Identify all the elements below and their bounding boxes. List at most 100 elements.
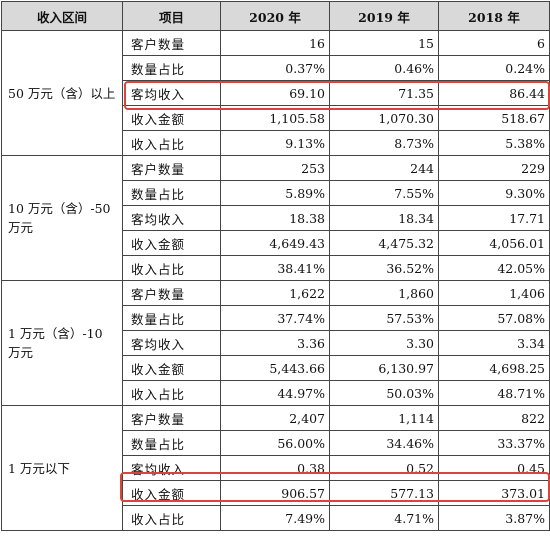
value-2018-cell: 373.01 bbox=[438, 480, 550, 506]
value-2018-cell: 42.05% bbox=[438, 255, 550, 281]
value-2018-cell: 48.71% bbox=[438, 380, 550, 406]
value-2019-cell: 3.30 bbox=[329, 330, 439, 356]
item-cell: 客户数量 bbox=[122, 30, 221, 56]
revenue-range-table: 收入区间 项目 2020 年 2019 年 2018 年 50 万元（含）以上客… bbox=[1, 1, 550, 531]
value-2020-cell: 253 bbox=[220, 155, 330, 181]
value-2019-cell: 1,114 bbox=[329, 405, 439, 431]
range-cell: 1 万元（含）-10 万元 bbox=[1, 280, 123, 406]
table-row: 客均收入 69.10 71.35 86.44 bbox=[2, 80, 550, 106]
value-2018-cell: 229 bbox=[438, 155, 550, 181]
value-2019-cell: 8.73% bbox=[329, 130, 439, 156]
item-cell: 收入占比 bbox=[122, 130, 221, 156]
value-2019-cell: 36.52% bbox=[329, 255, 439, 281]
item-cell: 客户数量 bbox=[122, 280, 221, 306]
value-2019-cell: 4,475.32 bbox=[329, 230, 439, 256]
value-2018-cell: 0.24% bbox=[438, 55, 550, 81]
table-row: 客均收入 18.38 18.34 17.71 bbox=[2, 205, 550, 231]
value-2020-cell: 38.41% bbox=[220, 255, 330, 281]
item-cell: 数量占比 bbox=[122, 305, 221, 331]
table-row: 收入占比 38.41% 36.52% 42.05% bbox=[2, 255, 550, 281]
value-2018-cell: 518.67 bbox=[438, 105, 550, 131]
item-cell: 客均收入 bbox=[122, 205, 221, 231]
item-cell: 客均收入 bbox=[122, 80, 221, 106]
table-row: 收入占比 7.49% 4.71% 3.87% bbox=[2, 505, 550, 531]
value-2020-cell: 16 bbox=[220, 30, 330, 56]
value-2018-cell: 4,698.25 bbox=[438, 355, 550, 381]
value-2019-cell: 1,860 bbox=[329, 280, 439, 306]
table-row: 收入占比 9.13% 8.73% 5.38% bbox=[2, 130, 550, 156]
item-cell: 数量占比 bbox=[122, 55, 221, 81]
value-2020-cell: 1,622 bbox=[220, 280, 330, 306]
value-2020-cell: 2,407 bbox=[220, 405, 330, 431]
item-cell: 客户数量 bbox=[122, 405, 221, 431]
value-2020-cell: 44.97% bbox=[220, 380, 330, 406]
value-2020-cell: 9.13% bbox=[220, 130, 330, 156]
item-cell: 收入占比 bbox=[122, 255, 221, 281]
table-row: 客均收入 0.38 0.52 0.45 bbox=[2, 455, 550, 481]
value-2020-cell: 906.57 bbox=[220, 480, 330, 506]
table-row: 1 万元（含）-10 万元 客户数量 1,622 1,860 1,406 bbox=[1, 280, 550, 406]
range-cell: 1 万元以下 bbox=[1, 405, 123, 531]
value-2019-cell: 6,130.97 bbox=[329, 355, 439, 381]
value-2020-cell: 0.38 bbox=[220, 455, 330, 481]
value-2019-cell: 15 bbox=[329, 30, 439, 56]
item-cell: 收入占比 bbox=[122, 380, 221, 406]
value-2020-cell: 5.89% bbox=[220, 180, 330, 206]
table-row: 10 万元（含）-50 万元 客户数量 253 244 229 bbox=[1, 155, 550, 281]
table-row: 收入占比 44.97% 50.03% 48.71% bbox=[2, 380, 550, 406]
item-cell: 客户数量 bbox=[122, 155, 221, 181]
value-2019-cell: 244 bbox=[329, 155, 439, 181]
value-2018-cell: 5.38% bbox=[438, 130, 550, 156]
range-cell: 10 万元（含）-50 万元 bbox=[1, 155, 123, 281]
value-2020-cell: 3.36 bbox=[220, 330, 330, 356]
value-2018-cell: 4,056.01 bbox=[438, 230, 550, 256]
value-2020-cell: 56.00% bbox=[220, 430, 330, 456]
value-2020-cell: 69.10 bbox=[220, 80, 330, 106]
value-2019-cell: 71.35 bbox=[329, 80, 439, 106]
table-row: 收入金额 4,649.43 4,475.32 4,056.01 bbox=[2, 230, 550, 256]
range-cell: 50 万元（含）以上 bbox=[1, 30, 123, 156]
item-cell: 收入占比 bbox=[122, 505, 221, 531]
table-row: 50 万元（含）以上 客户数量 16 15 6 bbox=[1, 30, 550, 156]
value-2019-cell: 34.46% bbox=[329, 430, 439, 456]
value-2019-cell: 0.52 bbox=[329, 455, 439, 481]
table-row: 收入金额 5,443.66 6,130.97 4,698.25 bbox=[2, 355, 550, 381]
value-2019-cell: 7.55% bbox=[329, 180, 439, 206]
item-cell: 收入金额 bbox=[122, 480, 221, 506]
value-2018-cell: 3.87% bbox=[438, 505, 550, 531]
item-cell: 收入金额 bbox=[122, 355, 221, 381]
item-cell: 客均收入 bbox=[122, 330, 221, 356]
value-2020-cell: 1,105.58 bbox=[220, 105, 330, 131]
value-2019-cell: 4.71% bbox=[329, 505, 439, 531]
item-cell: 客均收入 bbox=[122, 455, 221, 481]
value-2018-cell: 1,406 bbox=[438, 280, 550, 306]
value-2018-cell: 0.45 bbox=[438, 455, 550, 481]
item-cell: 收入金额 bbox=[122, 105, 221, 131]
table-row: 数量占比 0.37% 0.46% 0.24% bbox=[2, 55, 550, 81]
value-2019-cell: 1,070.30 bbox=[329, 105, 439, 131]
value-2018-cell: 57.08% bbox=[438, 305, 550, 331]
header-2020: 2020 年 bbox=[220, 1, 330, 31]
value-2020-cell: 0.37% bbox=[220, 55, 330, 81]
header-row: 收入区间 项目 2020 年 2019 年 2018 年 bbox=[1, 1, 550, 31]
value-2020-cell: 7.49% bbox=[220, 505, 330, 531]
value-2020-cell: 4,649.43 bbox=[220, 230, 330, 256]
value-2018-cell: 822 bbox=[438, 405, 550, 431]
table-row: 数量占比 5.89% 7.55% 9.30% bbox=[2, 180, 550, 206]
header-2019: 2019 年 bbox=[329, 1, 439, 31]
value-2019-cell: 57.53% bbox=[329, 305, 439, 331]
value-2018-cell: 17.71 bbox=[438, 205, 550, 231]
table-row: 数量占比 56.00% 34.46% 33.37% bbox=[2, 430, 550, 456]
value-2019-cell: 50.03% bbox=[329, 380, 439, 406]
header-range: 收入区间 bbox=[1, 1, 123, 31]
header-item: 项目 bbox=[122, 1, 221, 31]
value-2020-cell: 5,443.66 bbox=[220, 355, 330, 381]
value-2020-cell: 18.38 bbox=[220, 205, 330, 231]
item-cell: 数量占比 bbox=[122, 430, 221, 456]
value-2018-cell: 6 bbox=[438, 30, 550, 56]
value-2020-cell: 37.74% bbox=[220, 305, 330, 331]
value-2018-cell: 3.34 bbox=[438, 330, 550, 356]
table-row: 1 万元以下 客户数量 2,407 1,114 822 bbox=[1, 405, 550, 531]
value-2019-cell: 18.34 bbox=[329, 205, 439, 231]
item-cell: 收入金额 bbox=[122, 230, 221, 256]
